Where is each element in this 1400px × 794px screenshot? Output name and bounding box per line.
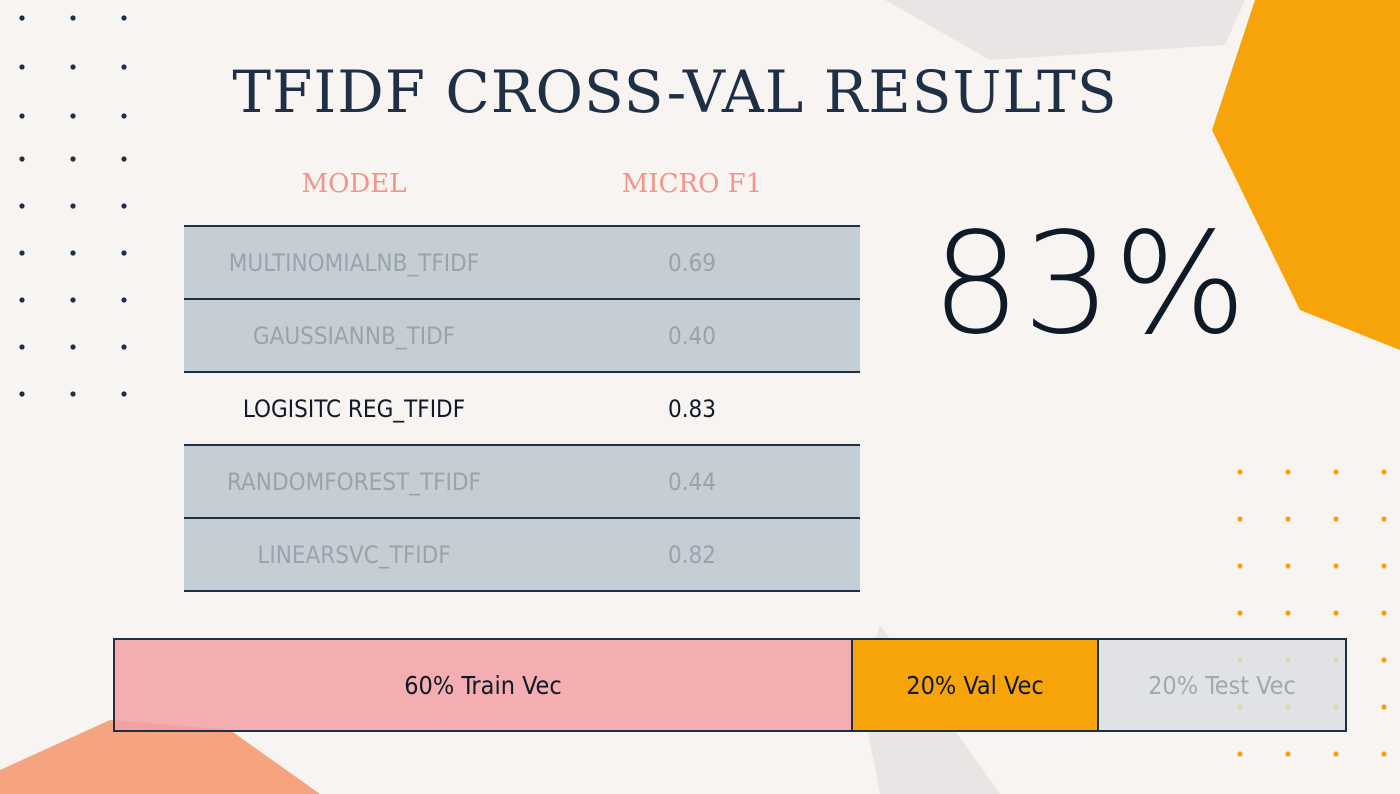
decorative-dot	[1237, 516, 1243, 522]
train-split-segment: 60% Train Vec	[115, 640, 853, 730]
decorative-dot	[1285, 563, 1291, 569]
micro-f1-cell: 0.83	[667, 394, 717, 423]
train-split-label: 60% Train Vec	[404, 670, 562, 700]
val-split-segment: 20% Val Vec	[853, 640, 1099, 730]
micro-f1-cell: 0.82	[667, 540, 717, 569]
decorative-dot	[1381, 469, 1387, 475]
decorative-dot	[19, 250, 25, 256]
decorative-dot	[121, 344, 127, 350]
bg-shape-top-gray	[885, 0, 1245, 60]
decorative-dot	[70, 203, 76, 209]
decorative-dot	[70, 391, 76, 397]
decorative-dot	[70, 250, 76, 256]
decorative-dot	[1381, 657, 1387, 663]
decorative-dot	[1285, 516, 1291, 522]
val-split-label: 20% Val Vec	[906, 670, 1044, 700]
decorative-dot	[1381, 563, 1387, 569]
model-name-cell: LINEARSVC_TFIDF	[257, 540, 451, 569]
table-row-highlighted: LOGISITC REG_TFIDF 0.83	[184, 373, 860, 446]
decorative-dot	[1333, 516, 1339, 522]
results-table: MULTINOMIALNB_TFIDF 0.69 GAUSSIANNB_TIDF…	[184, 225, 860, 592]
decorative-dot	[19, 391, 25, 397]
column-header-model: MODEL	[301, 169, 407, 199]
decorative-dot	[19, 203, 25, 209]
decorative-dot	[1285, 610, 1291, 616]
decorative-dot	[1381, 610, 1387, 616]
test-split-label: 20% Test Vec	[1148, 670, 1296, 700]
decorative-dot	[121, 250, 127, 256]
decorative-dot	[70, 15, 76, 21]
decorative-dot	[70, 297, 76, 303]
decorative-dot	[1333, 610, 1339, 616]
decorative-dot	[1285, 469, 1291, 475]
test-split-segment: 20% Test Vec	[1099, 640, 1345, 730]
table-row: MULTINOMIALNB_TFIDF 0.69	[184, 227, 860, 300]
decorative-dot	[1381, 516, 1387, 522]
decorative-dot	[121, 391, 127, 397]
slide-title: TFIDF CROSS-VAL RESULTS	[232, 58, 1118, 126]
micro-f1-cell: 0.69	[667, 248, 717, 277]
decorative-dot	[70, 156, 76, 162]
decorative-dot	[121, 156, 127, 162]
decorative-dot	[121, 203, 127, 209]
decorative-dot	[19, 344, 25, 350]
bg-shape-orange-right	[1212, 0, 1400, 350]
decorative-dot	[70, 113, 76, 119]
decorative-dot	[1381, 704, 1387, 710]
decorative-dot	[121, 15, 127, 21]
model-name-cell: GAUSSIANNB_TIDF	[252, 321, 456, 350]
decorative-dot	[19, 297, 25, 303]
decorative-dot	[1285, 751, 1291, 757]
decorative-dot	[1237, 751, 1243, 757]
decorative-dot	[70, 344, 76, 350]
decorative-dot	[121, 297, 127, 303]
model-name-cell: MULTINOMIALNB_TFIDF	[228, 248, 480, 277]
dot-grid-navy	[19, 15, 127, 397]
micro-f1-cell: 0.44	[667, 467, 717, 496]
decorative-dot	[1381, 751, 1387, 757]
decorative-dot	[1237, 610, 1243, 616]
decorative-dot	[1333, 751, 1339, 757]
decorative-dot	[19, 113, 25, 119]
decorative-dot	[1333, 563, 1339, 569]
decorative-dot	[70, 64, 76, 70]
best-score-callout: 83%	[931, 203, 1249, 366]
micro-f1-cell: 0.40	[667, 321, 717, 350]
table-row: LINEARSVC_TFIDF 0.82	[184, 519, 860, 592]
model-name-cell: LOGISITC REG_TFIDF	[242, 394, 466, 423]
decorative-dot	[121, 64, 127, 70]
decorative-dot	[121, 113, 127, 119]
model-name-cell: RANDOMFOREST_TFIDF	[227, 467, 481, 496]
decorative-dot	[1237, 469, 1243, 475]
decorative-dot	[19, 156, 25, 162]
decorative-dot	[19, 15, 25, 21]
decorative-dot	[19, 64, 25, 70]
table-row: GAUSSIANNB_TIDF 0.40	[184, 300, 860, 373]
bg-shape-bottom-salmon	[0, 720, 320, 794]
decorative-dot	[1237, 563, 1243, 569]
data-split-bar: 60% Train Vec 20% Val Vec 20% Test Vec	[113, 638, 1347, 732]
decorative-dot	[1333, 469, 1339, 475]
table-row: RANDOMFOREST_TFIDF 0.44	[184, 446, 860, 519]
column-header-micro-f1: MICRO F1	[621, 169, 763, 199]
